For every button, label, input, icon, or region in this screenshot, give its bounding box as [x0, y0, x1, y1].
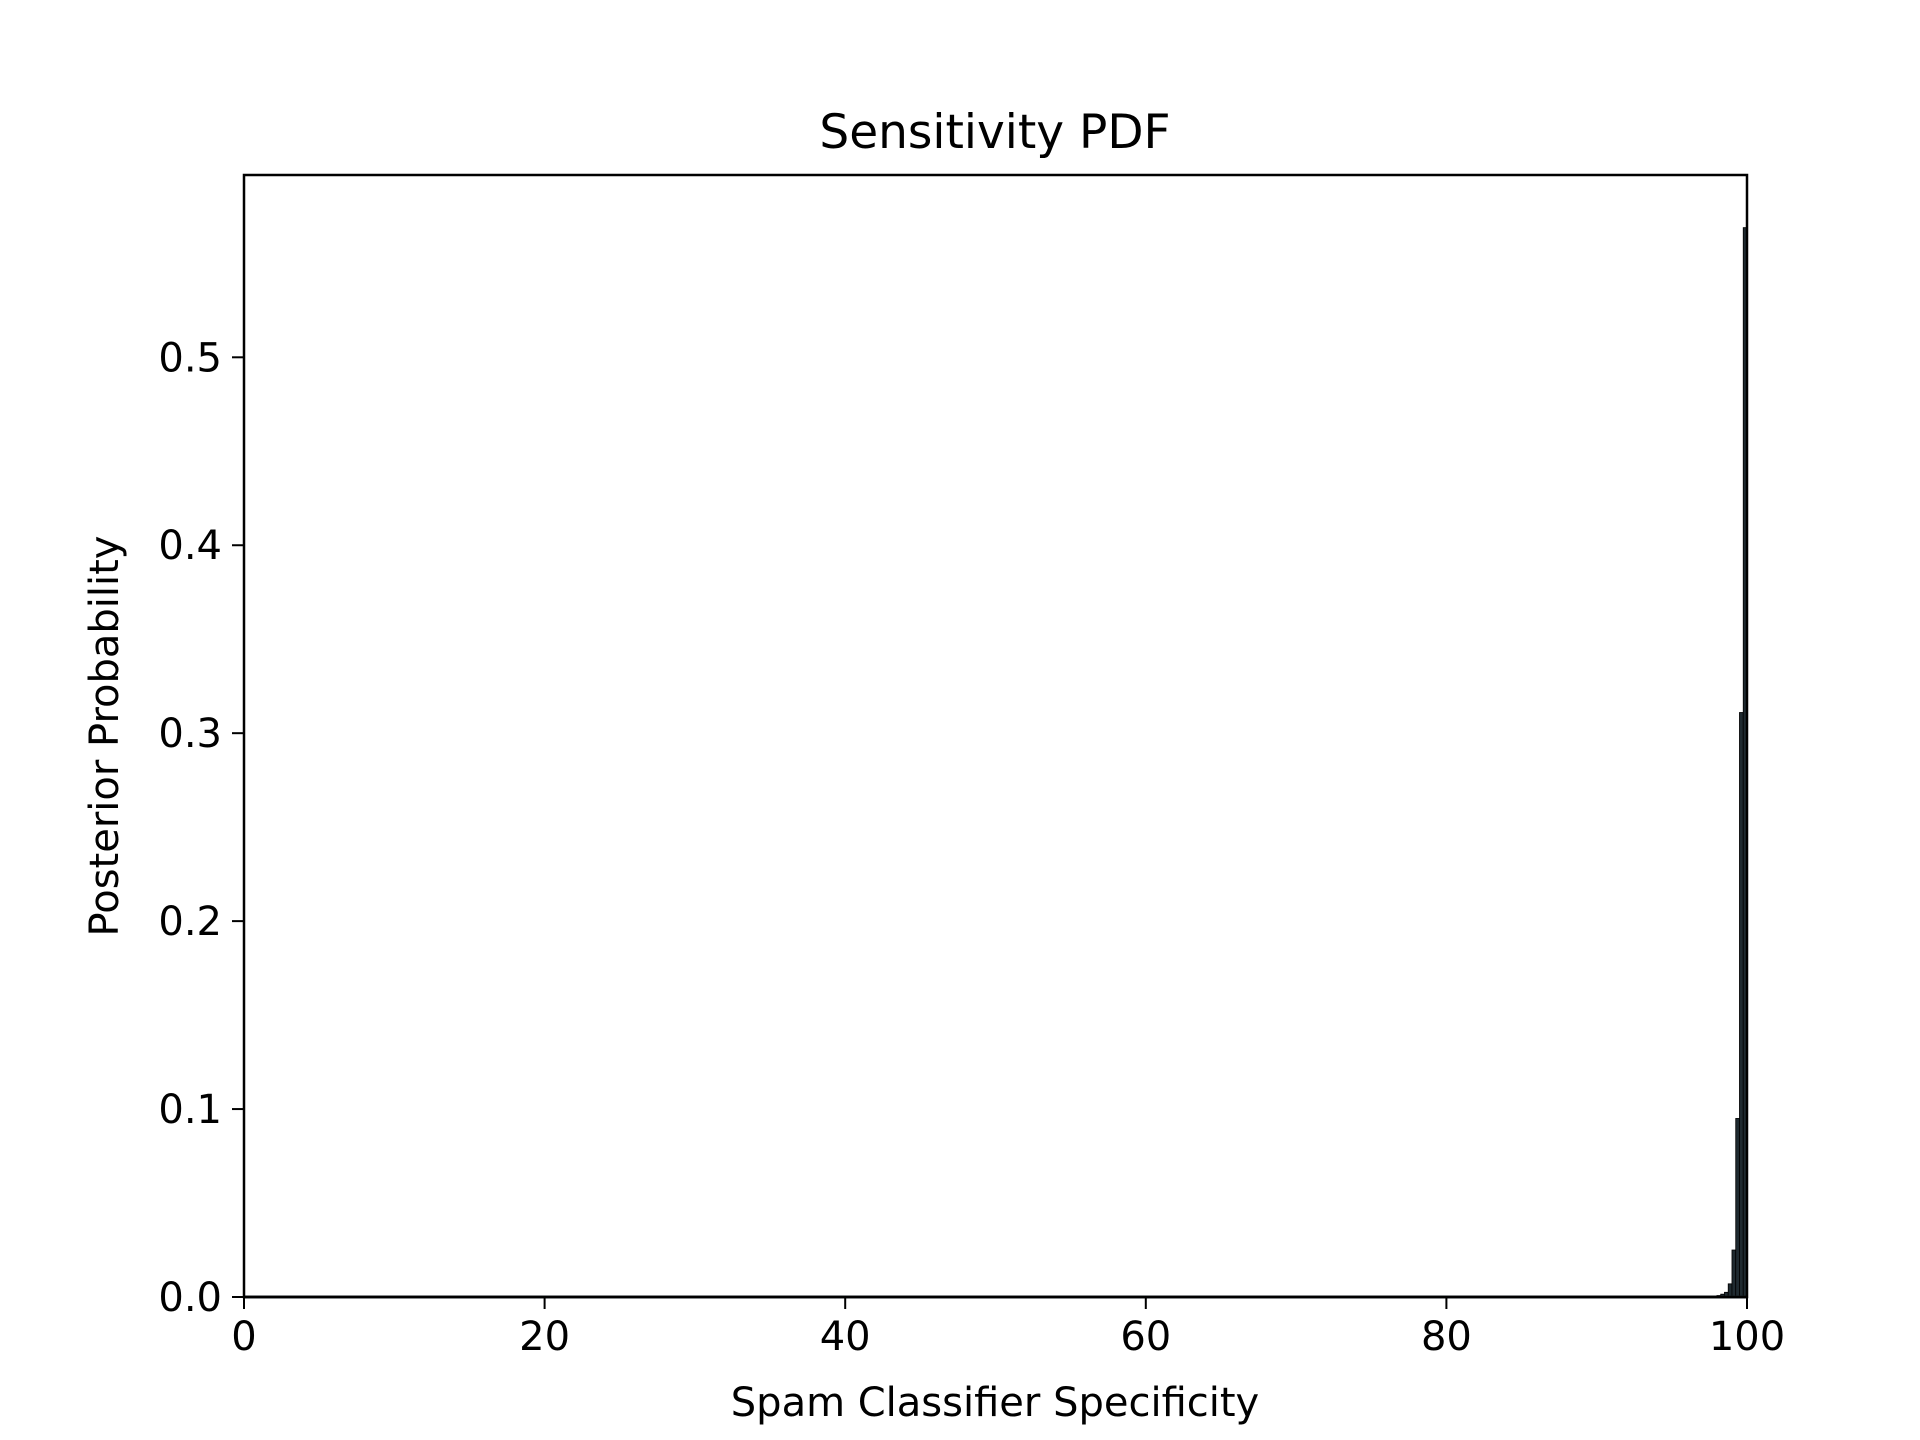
bar	[1727, 1283, 1733, 1298]
x-tick-label: 0	[231, 1314, 256, 1360]
y-tick-label: 0.3	[158, 711, 222, 757]
x-tick-label: 80	[1421, 1314, 1472, 1360]
bars	[1709, 227, 1748, 1298]
y-ticks: 0.0 0.1 0.2 0.3 0.4 0.5	[158, 335, 244, 1321]
y-tick-label: 0.4	[158, 523, 222, 569]
bar	[1735, 1118, 1740, 1298]
plot-frame	[242, 173, 1749, 1299]
x-tick-label: 100	[1709, 1314, 1785, 1360]
y-tick-label: 0.0	[158, 1275, 222, 1321]
x-ticks: 0 20 40 60 80 100	[231, 1297, 1785, 1360]
x-axis-label: Spam Classifier Specificity	[731, 1380, 1259, 1426]
bar	[1739, 712, 1744, 1298]
y-tick-label: 0.2	[158, 899, 222, 945]
bar	[1731, 1249, 1737, 1298]
y-axis-label: Posterior Probability	[82, 536, 128, 937]
x-tick-label: 40	[820, 1314, 871, 1360]
y-tick-label: 0.5	[158, 335, 222, 381]
chart-title: Sensitivity PDF	[819, 105, 1170, 160]
x-tick-label: 20	[519, 1314, 570, 1360]
y-tick-label: 0.1	[158, 1087, 222, 1133]
x-tick-label: 60	[1120, 1314, 1171, 1360]
